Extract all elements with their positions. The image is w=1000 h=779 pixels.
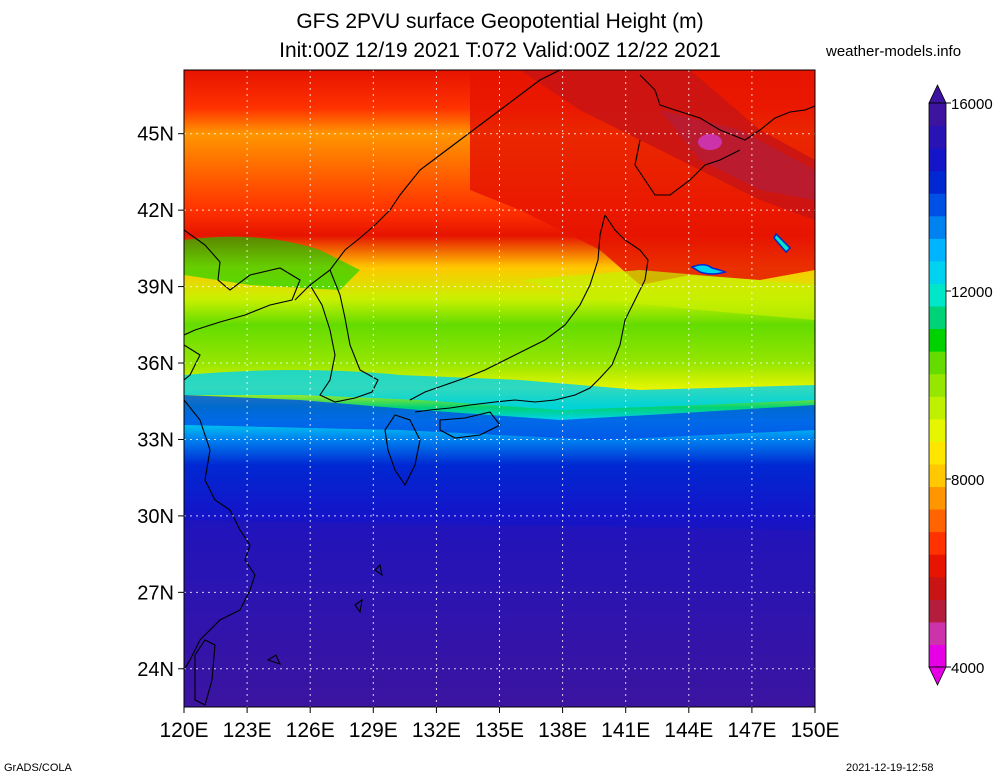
colorbar-swatch bbox=[929, 351, 946, 375]
colorbar-swatch bbox=[929, 103, 946, 127]
lat-tick-label: 33N bbox=[137, 429, 174, 451]
colorbar-swatch bbox=[929, 215, 946, 239]
lat-tick-label: 45N bbox=[137, 124, 174, 146]
lat-tick-label: 30N bbox=[137, 506, 174, 528]
colorbar-swatch bbox=[929, 486, 946, 510]
colorbar-swatch bbox=[929, 193, 946, 217]
lon-tick-label: 144E bbox=[664, 719, 713, 742]
lon-tick-label: 147E bbox=[727, 719, 776, 742]
colorbar-top-arrow bbox=[928, 84, 947, 104]
colorbar-swatch bbox=[929, 576, 946, 600]
lat-tick-label: 39N bbox=[137, 277, 174, 299]
colorbar-swatch bbox=[929, 283, 946, 307]
footer-timestamp: 2021-12-19-12:58 bbox=[846, 762, 934, 774]
lon-tick-label: 150E bbox=[790, 719, 839, 742]
colorbar-swatch bbox=[929, 509, 946, 533]
colorbar-bottom-arrow bbox=[928, 666, 947, 686]
lon-tick-label: 141E bbox=[601, 719, 650, 742]
footer-left: GrADS/COLA bbox=[4, 762, 72, 774]
colorbar-label: 12000 bbox=[951, 284, 993, 301]
chart-subtitle: Init:00Z 12/19 2021 T:072 Valid:00Z 12/2… bbox=[279, 39, 721, 62]
colorbar-swatch bbox=[929, 396, 946, 420]
colorbar-swatch bbox=[929, 554, 946, 578]
colorbar-label: 4000 bbox=[951, 660, 984, 677]
chart-title: GFS 2PVU surface Geopotential Height (m) bbox=[296, 10, 704, 33]
site-label: weather-models.info bbox=[826, 43, 962, 60]
colorbar-swatch bbox=[929, 148, 946, 172]
coastlines bbox=[184, 70, 815, 706]
colorbar-swatch bbox=[929, 328, 946, 352]
colorbar-swatch bbox=[929, 373, 946, 397]
lon-tick-label: 129E bbox=[349, 719, 398, 742]
lon-tick-label: 138E bbox=[538, 719, 587, 742]
colorbar-swatch bbox=[929, 260, 946, 284]
colorbar-frame bbox=[928, 102, 947, 668]
colorbar-swatch bbox=[929, 531, 946, 555]
lon-tick-label: 126E bbox=[286, 719, 335, 742]
lat-tick-label: 36N bbox=[137, 353, 174, 375]
colorbar-swatch bbox=[929, 306, 946, 330]
colorbar-label: 16000 bbox=[951, 96, 993, 113]
lat-tick-label: 24N bbox=[137, 659, 174, 681]
colorbar bbox=[928, 84, 947, 686]
colorbar-swatch bbox=[929, 238, 946, 262]
colorbar-swatch bbox=[929, 125, 946, 149]
colorbar-swatch bbox=[929, 621, 946, 645]
lat-tick-label: 42N bbox=[137, 200, 174, 222]
colorbar-swatch bbox=[929, 599, 946, 623]
colorbar-swatch bbox=[929, 441, 946, 465]
lat-tick-label: 27N bbox=[137, 582, 174, 604]
lon-tick-label: 120E bbox=[159, 719, 208, 742]
colorbar-swatch bbox=[929, 644, 946, 668]
colorbar-swatch bbox=[929, 418, 946, 442]
lon-tick-label: 135E bbox=[475, 719, 524, 742]
colorbar-label: 8000 bbox=[951, 472, 984, 489]
lon-tick-label: 123E bbox=[223, 719, 272, 742]
colorbar-swatch bbox=[929, 463, 946, 488]
colorbar-swatch bbox=[929, 170, 946, 194]
gridlines bbox=[184, 70, 815, 707]
lon-tick-label: 132E bbox=[412, 719, 461, 742]
